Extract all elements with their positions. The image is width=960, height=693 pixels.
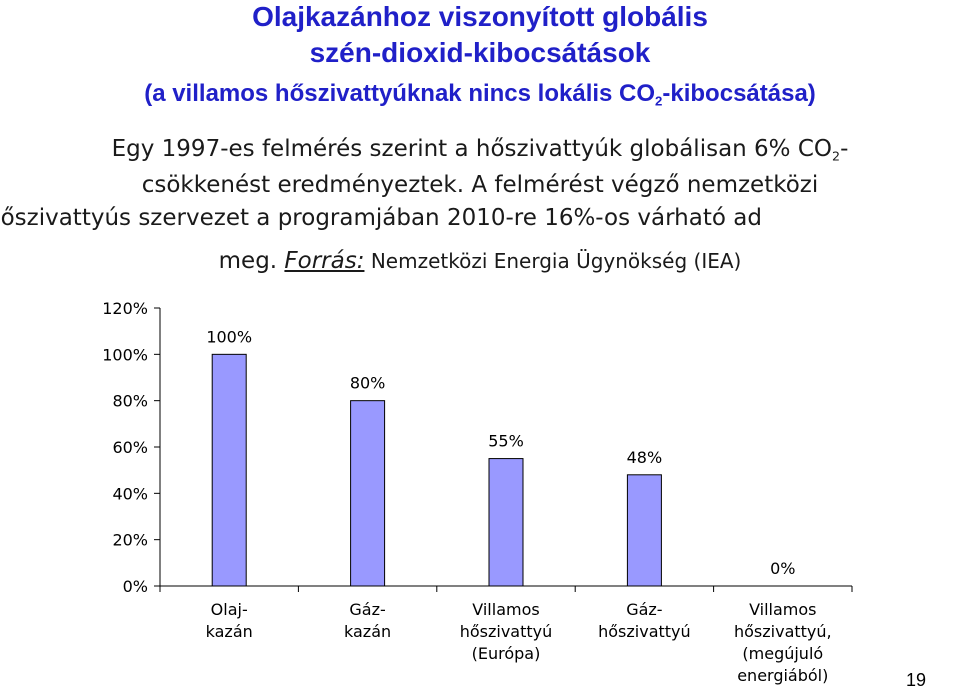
- category-label: Gáz-: [349, 600, 385, 619]
- paragraph-line-4: meg. Forrás: Nemzetközi Energia Ügynöksé…: [0, 246, 960, 276]
- category-label: Olaj-: [211, 600, 248, 619]
- source-text: Nemzetközi Energia Ügynökség (IEA): [364, 249, 742, 273]
- category-label: hőszivattyú: [460, 622, 553, 641]
- category-label: hőszivattyú: [598, 622, 691, 641]
- paragraph-line-4-text: meg.: [218, 248, 285, 274]
- slide-title-line1: Olajkazánhoz viszonyított globális: [252, 1, 708, 32]
- category-label: (megújuló: [742, 644, 823, 663]
- data-label: 0%: [770, 559, 795, 578]
- paragraph-subscript: 2: [832, 148, 841, 164]
- bar: [488, 458, 524, 587]
- category-label: Gáz-: [626, 600, 662, 619]
- y-tick-label: 20%: [112, 531, 148, 550]
- y-tick-label: 80%: [112, 392, 148, 411]
- y-tick-label: 40%: [112, 484, 148, 503]
- source-label: Forrás:: [284, 248, 365, 274]
- y-tick-label: 120%: [102, 299, 148, 318]
- bar: [350, 400, 386, 587]
- slide-subtitle: (a villamos hőszivattyúknak nincs lokáli…: [0, 80, 960, 116]
- data-label: 48%: [627, 448, 663, 467]
- y-tick-label: 100%: [102, 345, 148, 364]
- category-label: kazán: [206, 622, 253, 641]
- bar-chart: 0% 20% 40% 60% 80% 100% 120% 100% Olaj-kazán 80% G…: [102, 299, 853, 685]
- data-label: 80%: [350, 374, 386, 393]
- bar: [626, 474, 662, 587]
- category-label: hőszivattyú,: [734, 622, 832, 641]
- category-label: kazán: [344, 622, 391, 641]
- data-label: 100%: [206, 327, 252, 346]
- page-number: 19: [905, 670, 926, 690]
- category-label: Villamos: [749, 600, 816, 619]
- paragraph-line-1: Egy 1997-es felmérés szerint a hőszivatt…: [0, 134, 960, 171]
- paragraph-line-3: hőszivattyús szervezet a programjában 20…: [0, 205, 762, 231]
- paragraph-line-1-text: Egy 1997-es felmérés szerint a hőszivatt…: [111, 136, 833, 162]
- data-label: 55%: [488, 432, 524, 451]
- y-tick-label: 0%: [123, 577, 148, 596]
- slide-title-line2: szén-dioxid-kibocsátások: [309, 37, 651, 68]
- paragraph-line-1-end: -: [840, 136, 849, 162]
- category-label: Villamos: [472, 600, 539, 619]
- bar: [211, 353, 247, 587]
- y-tick-label: 60%: [112, 438, 148, 457]
- subtitle-subscript: 2: [655, 93, 663, 109]
- subtitle-text-end: -kibocsátása): [662, 80, 816, 107]
- paragraph-line-2: csökkenést eredményeztek. A felmérést vé…: [141, 172, 819, 198]
- category-label: (Európa): [472, 644, 541, 663]
- subtitle-text: (a villamos hőszivattyúknak nincs lokáli…: [144, 80, 656, 107]
- category-label: energiából): [737, 666, 828, 685]
